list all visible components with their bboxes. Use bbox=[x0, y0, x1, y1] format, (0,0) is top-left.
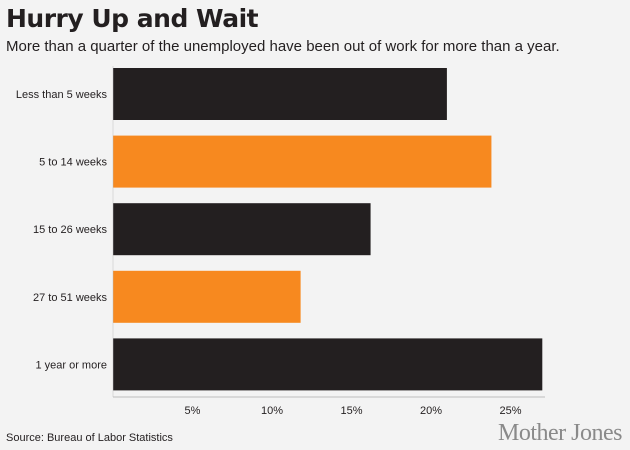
bar-4 bbox=[113, 338, 543, 391]
x-tick-label: 5% bbox=[185, 405, 201, 417]
chart-title: Hurry Up and Wait bbox=[6, 4, 259, 33]
x-tick-label: 10% bbox=[261, 405, 283, 417]
source-note: Source: Bureau of Labor Statistics bbox=[6, 432, 173, 444]
bar-2 bbox=[113, 203, 371, 256]
x-tick-label: 25% bbox=[499, 405, 521, 417]
category-label: 15 to 26 weeks bbox=[33, 224, 107, 236]
chart-subtitle: More than a quarter of the unemployed ha… bbox=[6, 38, 560, 55]
x-tick-label: 15% bbox=[340, 405, 362, 417]
category-label: 1 year or more bbox=[35, 359, 107, 371]
category-label: Less than 5 weeks bbox=[16, 89, 108, 101]
category-label: 27 to 51 weeks bbox=[33, 292, 107, 304]
category-label: 5 to 14 weeks bbox=[39, 157, 107, 169]
bar-3 bbox=[113, 270, 301, 323]
x-tick-label: 20% bbox=[420, 405, 442, 417]
brand-logo: Mother Jones bbox=[498, 420, 622, 446]
bar-0 bbox=[113, 68, 447, 120]
bar-1 bbox=[113, 135, 492, 188]
